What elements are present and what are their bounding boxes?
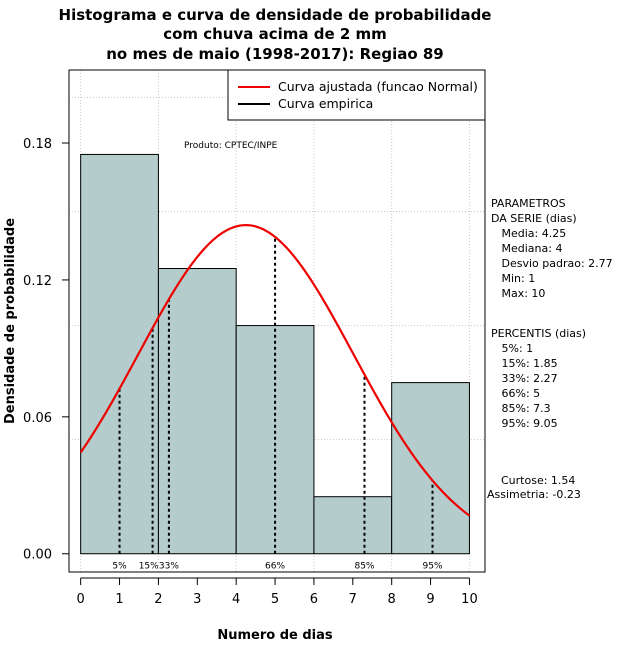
histogram-bar [391, 382, 470, 555]
parameter-line: Mediana: 4 [491, 242, 562, 255]
legend-label-empirical: Curva empirica [278, 96, 373, 111]
y-axis: 0.00 0.06 0.12 0.18 [23, 137, 70, 563]
y-tick-label: 0.18 [23, 137, 52, 152]
x-tick-label: 0 [77, 592, 85, 607]
x-tick-label: 5 [271, 592, 279, 607]
percentile-summary-line: PERCENTIS (dias) [491, 327, 586, 340]
percentile-summary-line: 5%: 1 [491, 342, 533, 355]
histogram-bar [157, 268, 237, 555]
y-axis-label: Densidade de probabilidade [3, 218, 18, 424]
x-tick-label: 7 [349, 592, 357, 607]
parameter-line: Max: 10 [491, 287, 545, 300]
parameter-line: DA SERIE (dias) [491, 212, 577, 225]
histogram-bar [80, 153, 159, 555]
y-tick-label: 0.12 [23, 274, 52, 289]
assimetria-label: Assimetria: -0.23 [487, 488, 581, 501]
producer-label: Produto: CPTEC/INPE [184, 141, 278, 151]
x-tick-label: 9 [426, 592, 434, 607]
x-tick-label: 4 [232, 592, 240, 607]
percentile-summary-line: 85%: 7.3 [491, 402, 551, 415]
x-tick-label: 6 [310, 592, 318, 607]
x-tick-label: 8 [388, 592, 396, 607]
percentile-summary-line: 66%: 5 [491, 387, 540, 400]
x-tick-label: 2 [154, 592, 162, 607]
legend-label-normal: Curva ajustada (funcao Normal) [278, 79, 478, 94]
percentile-label: 15% [139, 562, 159, 572]
x-tick-label: 3 [193, 592, 201, 607]
percentile-summary: PERCENTIS (dias) 5%: 1 15%: 1.85 33%: 2.… [491, 327, 586, 430]
percentile-lines: 5% 15% 33% 66% 85% 95% [112, 236, 443, 572]
parameter-line: Media: 4.25 [491, 227, 566, 240]
parameter-line: Min: 1 [491, 272, 535, 285]
parameter-line: Desvio padrao: 2.77 [491, 257, 613, 270]
percentile-summary-line: 95%: 9.05 [491, 417, 558, 430]
y-tick-label: 0.06 [23, 411, 52, 426]
parameter-line: PARAMETROS [491, 197, 566, 210]
series-parameters: PARAMETROS DA SERIE (dias) Media: 4.25 Me… [491, 197, 613, 300]
percentile-label: 33% [159, 562, 179, 572]
x-axis: 0 1 2 3 4 5 6 7 8 9 10 [77, 577, 478, 607]
histogram-bar [313, 496, 393, 555]
percentile-label: 5% [112, 562, 127, 572]
x-tick-label: 10 [461, 592, 478, 607]
chart-title-line-3: no mes de maio (1998-2017): Regiao 89 [106, 45, 444, 63]
y-tick-label: 0.00 [23, 548, 52, 563]
chart-title-line-2: com chuva acima de 2 mm [163, 25, 387, 43]
percentile-summary-line: 33%: 2.27 [491, 372, 558, 385]
chart-title-line-1: Histograma e curva de densidade de proba… [59, 6, 492, 24]
legend-box [227, 69, 486, 121]
normal-fit-curve [79, 224, 471, 517]
percentile-label: 95% [423, 562, 443, 572]
curtose-label: Curtose: 1.54 [501, 474, 575, 487]
percentile-summary-line: 15%: 1.85 [491, 357, 558, 370]
percentile-label: 66% [265, 562, 285, 572]
legend: Curva ajustada (funcao Normal) Curva emp… [227, 69, 486, 121]
x-axis-label: Numero de dias [217, 628, 333, 643]
x-tick-label: 1 [115, 592, 123, 607]
percentile-label: 85% [354, 562, 374, 572]
